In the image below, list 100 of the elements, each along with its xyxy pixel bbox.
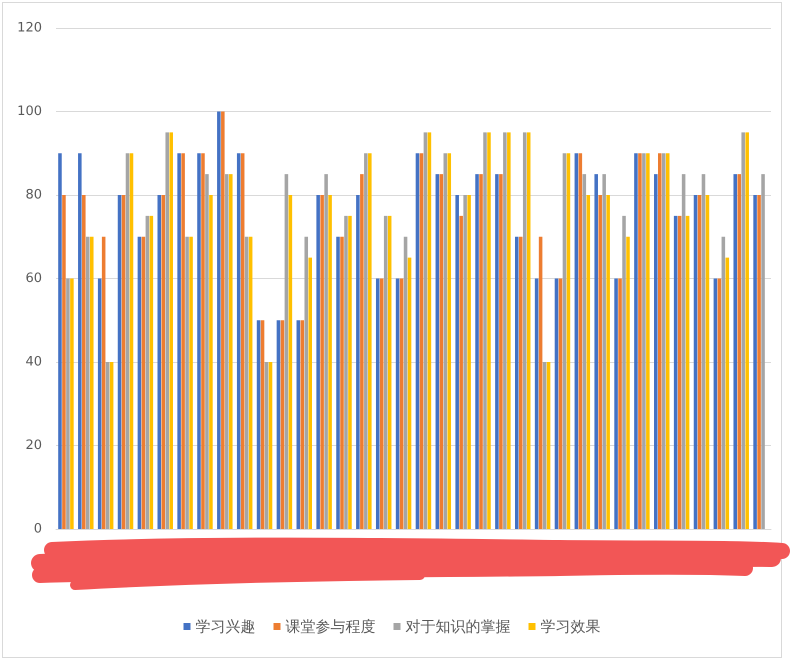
bar (146, 216, 150, 529)
bar (447, 153, 452, 529)
bar (594, 174, 598, 529)
bar (221, 112, 225, 529)
bar (495, 174, 499, 529)
bar (408, 258, 412, 529)
bar (340, 236, 344, 529)
bar (598, 195, 602, 529)
bar (618, 278, 622, 529)
bar (138, 236, 142, 529)
bar (440, 174, 444, 529)
legend-label: 对于知识的掌握 (406, 618, 510, 636)
bar (424, 132, 428, 529)
bar (181, 153, 185, 529)
bar (416, 153, 420, 529)
bar (288, 195, 292, 529)
bar (404, 236, 408, 529)
bar (722, 236, 726, 529)
bar (264, 362, 268, 529)
bar (562, 153, 566, 529)
bar (626, 236, 630, 529)
bar (526, 132, 530, 529)
bar (110, 362, 114, 529)
bar (682, 174, 686, 529)
y-tick-label: 0 (34, 522, 42, 536)
bar (229, 174, 233, 529)
bar (467, 195, 471, 529)
bar (757, 195, 761, 529)
bar (126, 153, 130, 529)
bar (209, 195, 213, 529)
bar (698, 195, 702, 529)
bar (348, 216, 352, 529)
bar (518, 236, 523, 529)
bar (197, 153, 201, 529)
bar (706, 195, 710, 529)
legend-label: 学习效果 (540, 618, 600, 636)
bar (566, 153, 570, 529)
bar (244, 236, 248, 529)
bar (320, 195, 324, 529)
bar (336, 236, 340, 529)
bar (634, 153, 638, 529)
bar (185, 236, 189, 529)
bar (308, 258, 312, 529)
bar (602, 174, 606, 529)
bar (368, 153, 372, 529)
bar (646, 153, 650, 529)
bar (280, 320, 284, 529)
bar (150, 216, 154, 529)
y-tick-label: 60 (25, 271, 42, 286)
bar (201, 153, 205, 529)
bar (428, 132, 432, 529)
bar (658, 153, 662, 529)
bar (165, 132, 169, 529)
bar (248, 236, 252, 529)
bar (217, 112, 221, 529)
bar (674, 216, 678, 529)
bar (344, 216, 348, 529)
bar (62, 195, 66, 529)
y-tick-label: 20 (25, 438, 42, 453)
bar (376, 278, 380, 529)
bar (662, 153, 666, 529)
bar (733, 174, 738, 529)
bar (542, 362, 546, 529)
bar (396, 278, 400, 529)
bar (304, 236, 308, 529)
bar (622, 216, 626, 529)
bar (296, 320, 300, 529)
bar (142, 236, 146, 529)
bar (614, 278, 618, 529)
bar (503, 132, 507, 529)
bar (714, 278, 718, 529)
bar (356, 195, 360, 529)
bar (726, 258, 730, 529)
bar (177, 153, 181, 529)
bar (507, 132, 511, 529)
bar (686, 216, 690, 529)
bar (364, 153, 368, 529)
bar (130, 153, 134, 529)
bar (678, 216, 682, 529)
bar (487, 132, 491, 529)
y-tick-label: 40 (25, 354, 42, 370)
bar (268, 362, 272, 529)
bar (106, 362, 110, 529)
bar (169, 132, 173, 529)
bar (534, 278, 538, 529)
bar (479, 174, 483, 529)
bar (546, 362, 550, 529)
bar (420, 153, 424, 529)
bar (324, 174, 328, 529)
bar (78, 153, 82, 529)
legend-label: 课堂参与程度 (286, 618, 376, 636)
bar (514, 236, 519, 529)
bar (256, 320, 260, 529)
bar (58, 153, 62, 529)
bar (260, 320, 264, 529)
bar (586, 195, 590, 529)
bar (82, 195, 86, 529)
bar (638, 153, 642, 529)
y-tick-label: 120 (17, 20, 42, 36)
bar (459, 216, 463, 529)
